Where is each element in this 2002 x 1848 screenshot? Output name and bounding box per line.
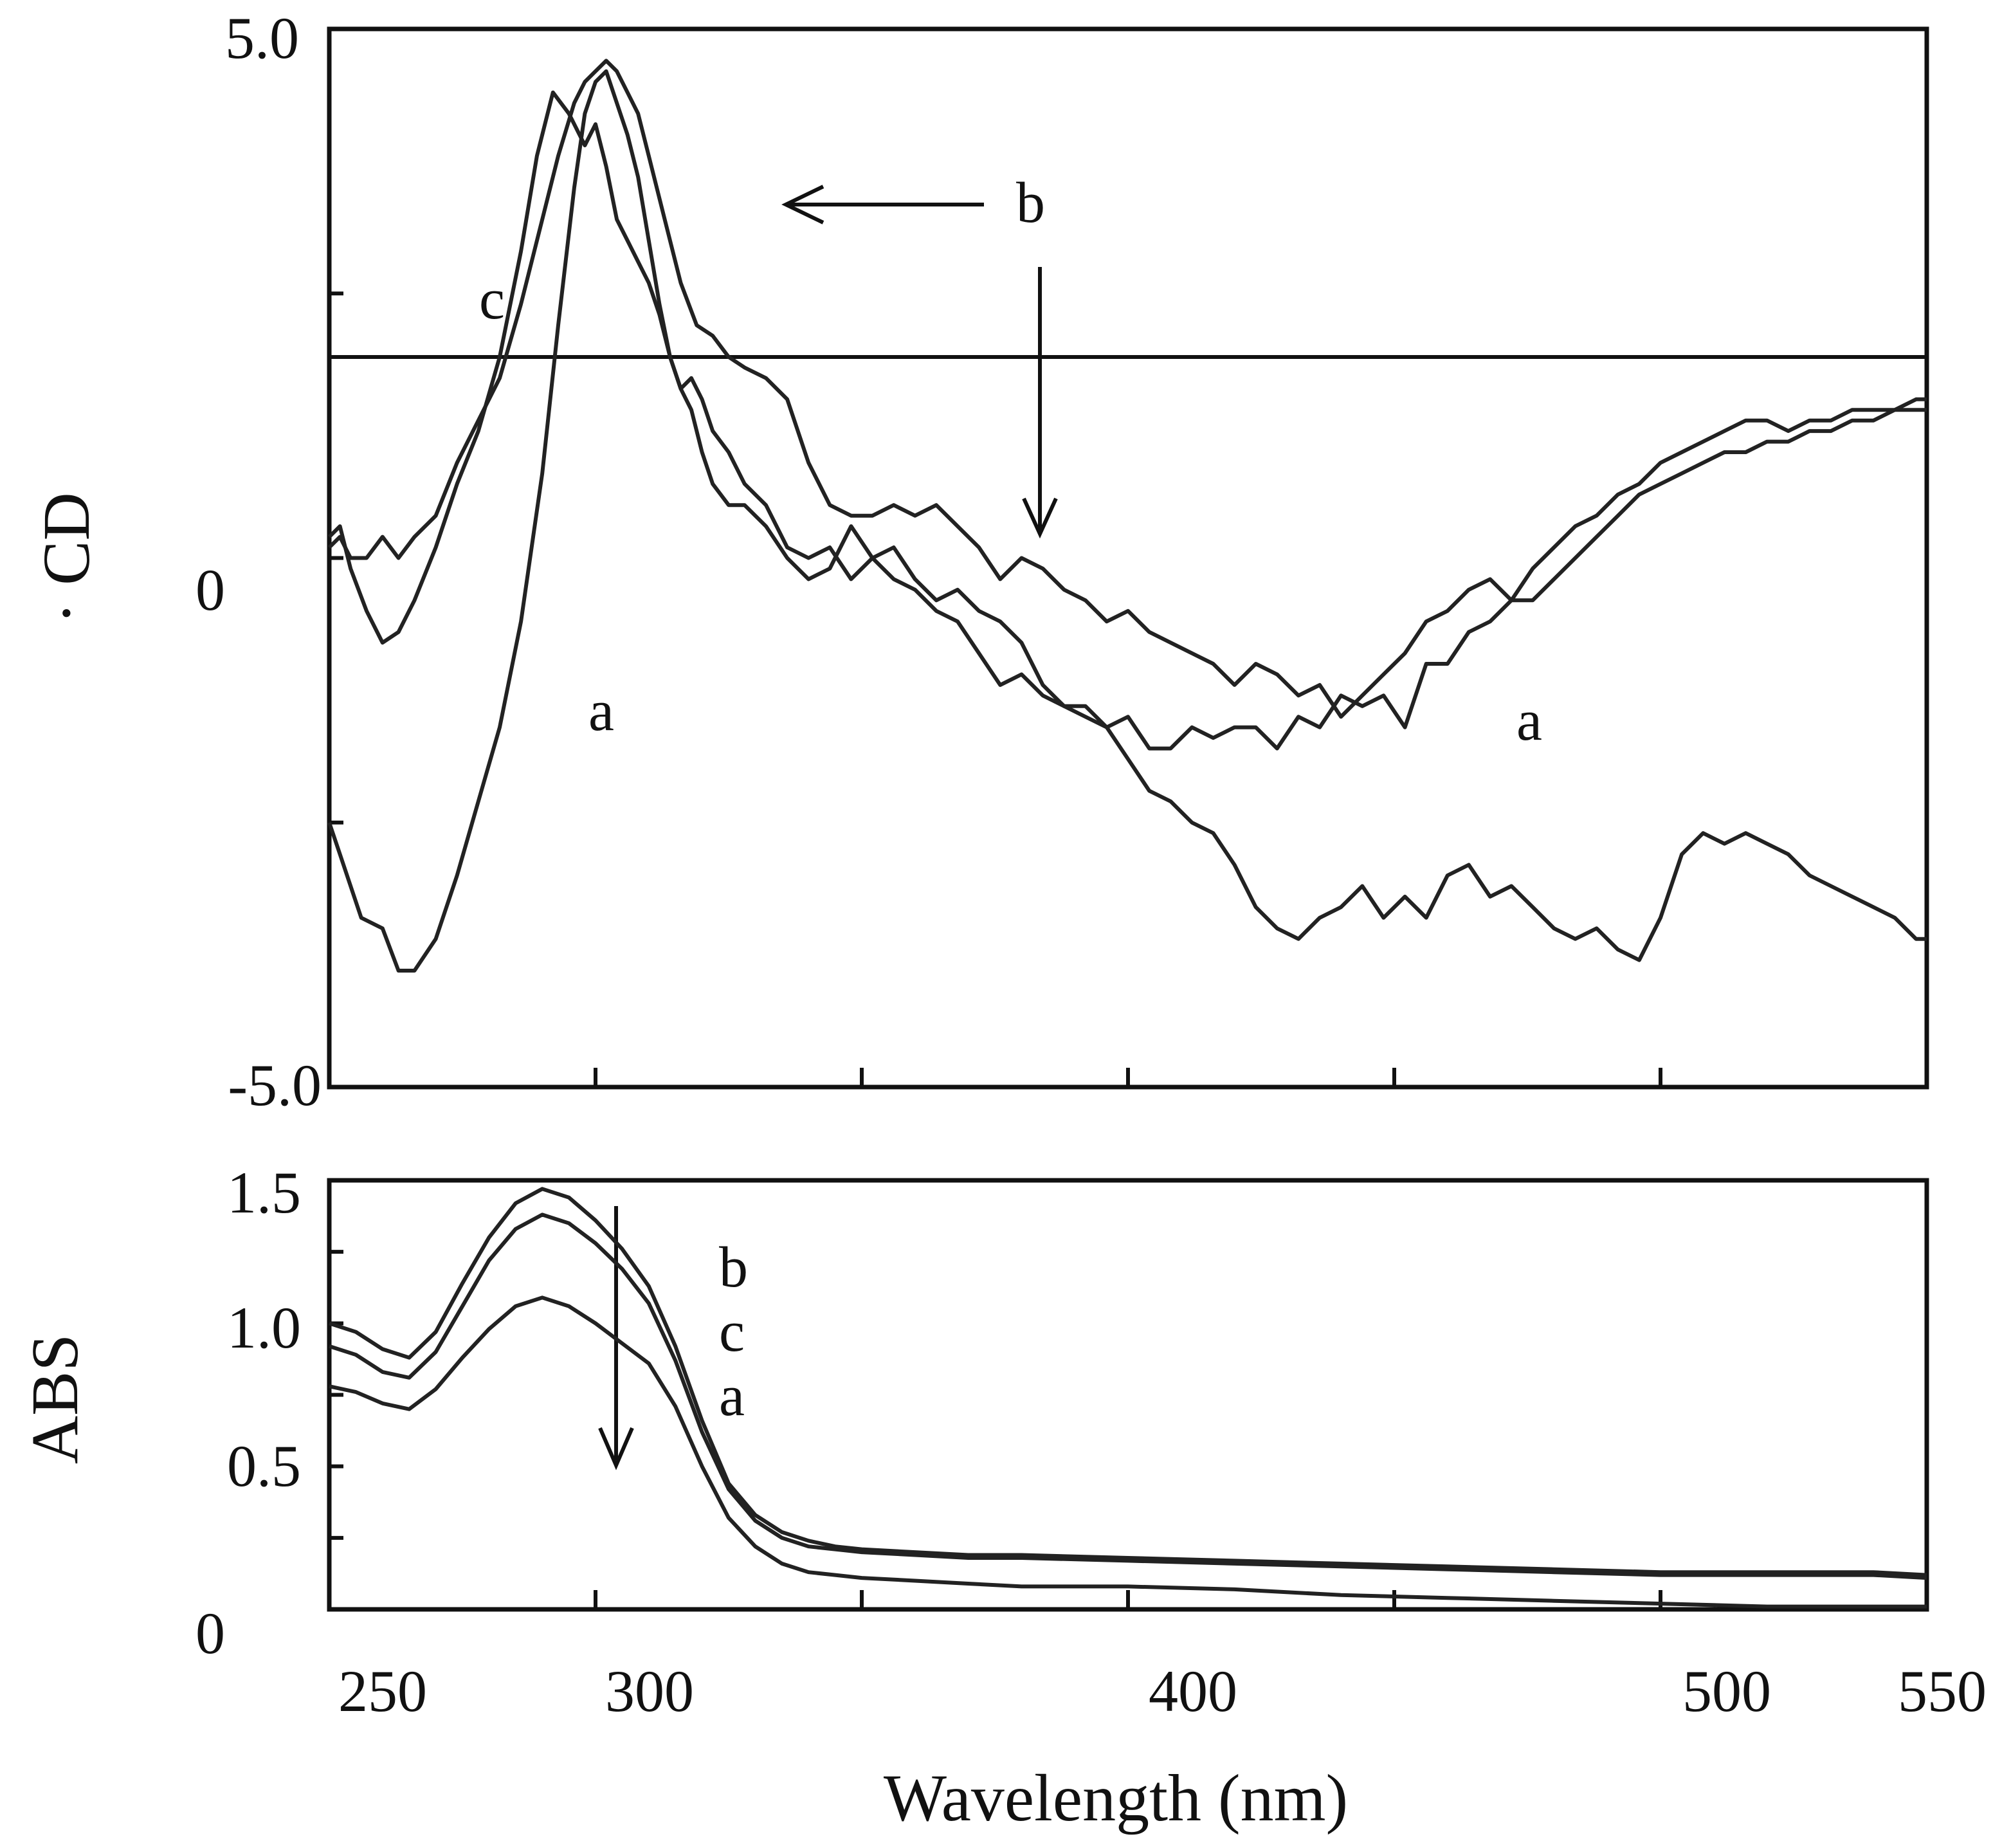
abs-arrow-down-head [598,1427,634,1470]
cd-series-a [327,69,1927,973]
cd-label-a-left: a [588,679,614,743]
abs-label-a: a [719,1364,745,1428]
abs-series-b [329,1187,1927,1577]
cd-label-a-right: a [1516,689,1542,753]
xlabel: Wavelength (nm) [884,1761,1348,1835]
xtick-label: 550 [1898,1658,1987,1724]
abs-label-c: c [719,1300,745,1364]
abs-ytick-label: 0 [196,1600,225,1666]
cd-series-c [327,90,1927,962]
abs-ytick-label: 0.5 [227,1433,301,1499]
xtick-label: 300 [605,1658,694,1724]
axis-ticks [329,27,1662,1611]
cd-ylabel: · CD [30,492,104,624]
abs-ytick-label: 1.5 [227,1160,301,1225]
abs-ylabel: ABS [18,1334,92,1464]
cd-ytick-label: -5.0 [228,1052,322,1118]
cd-ytick-label: 5.0 [225,5,299,71]
cd-label-c: c [479,268,505,331]
abs-series-c [329,1212,1927,1580]
cd-panel-frame [327,26,1929,1090]
abs-series-a [329,1295,1927,1609]
abs-series-group [329,1187,1927,1609]
abs-panel-frame [327,1178,1929,1612]
cd-ytick-label: 0 [196,557,225,623]
abs-label-b: b [719,1236,748,1299]
cd-series-b [327,59,1927,719]
cd-arrow-left-head [781,185,824,224]
cd-series-group [327,59,1927,973]
abs-ytick-label: 1.0 [227,1295,301,1360]
cd-label-b: b [1016,171,1045,235]
xtick-label: 250 [338,1658,427,1724]
cd-arrow-down-head [1022,497,1058,539]
xtick-label: 500 [1682,1658,1771,1724]
xtick-label: 400 [1149,1658,1237,1724]
